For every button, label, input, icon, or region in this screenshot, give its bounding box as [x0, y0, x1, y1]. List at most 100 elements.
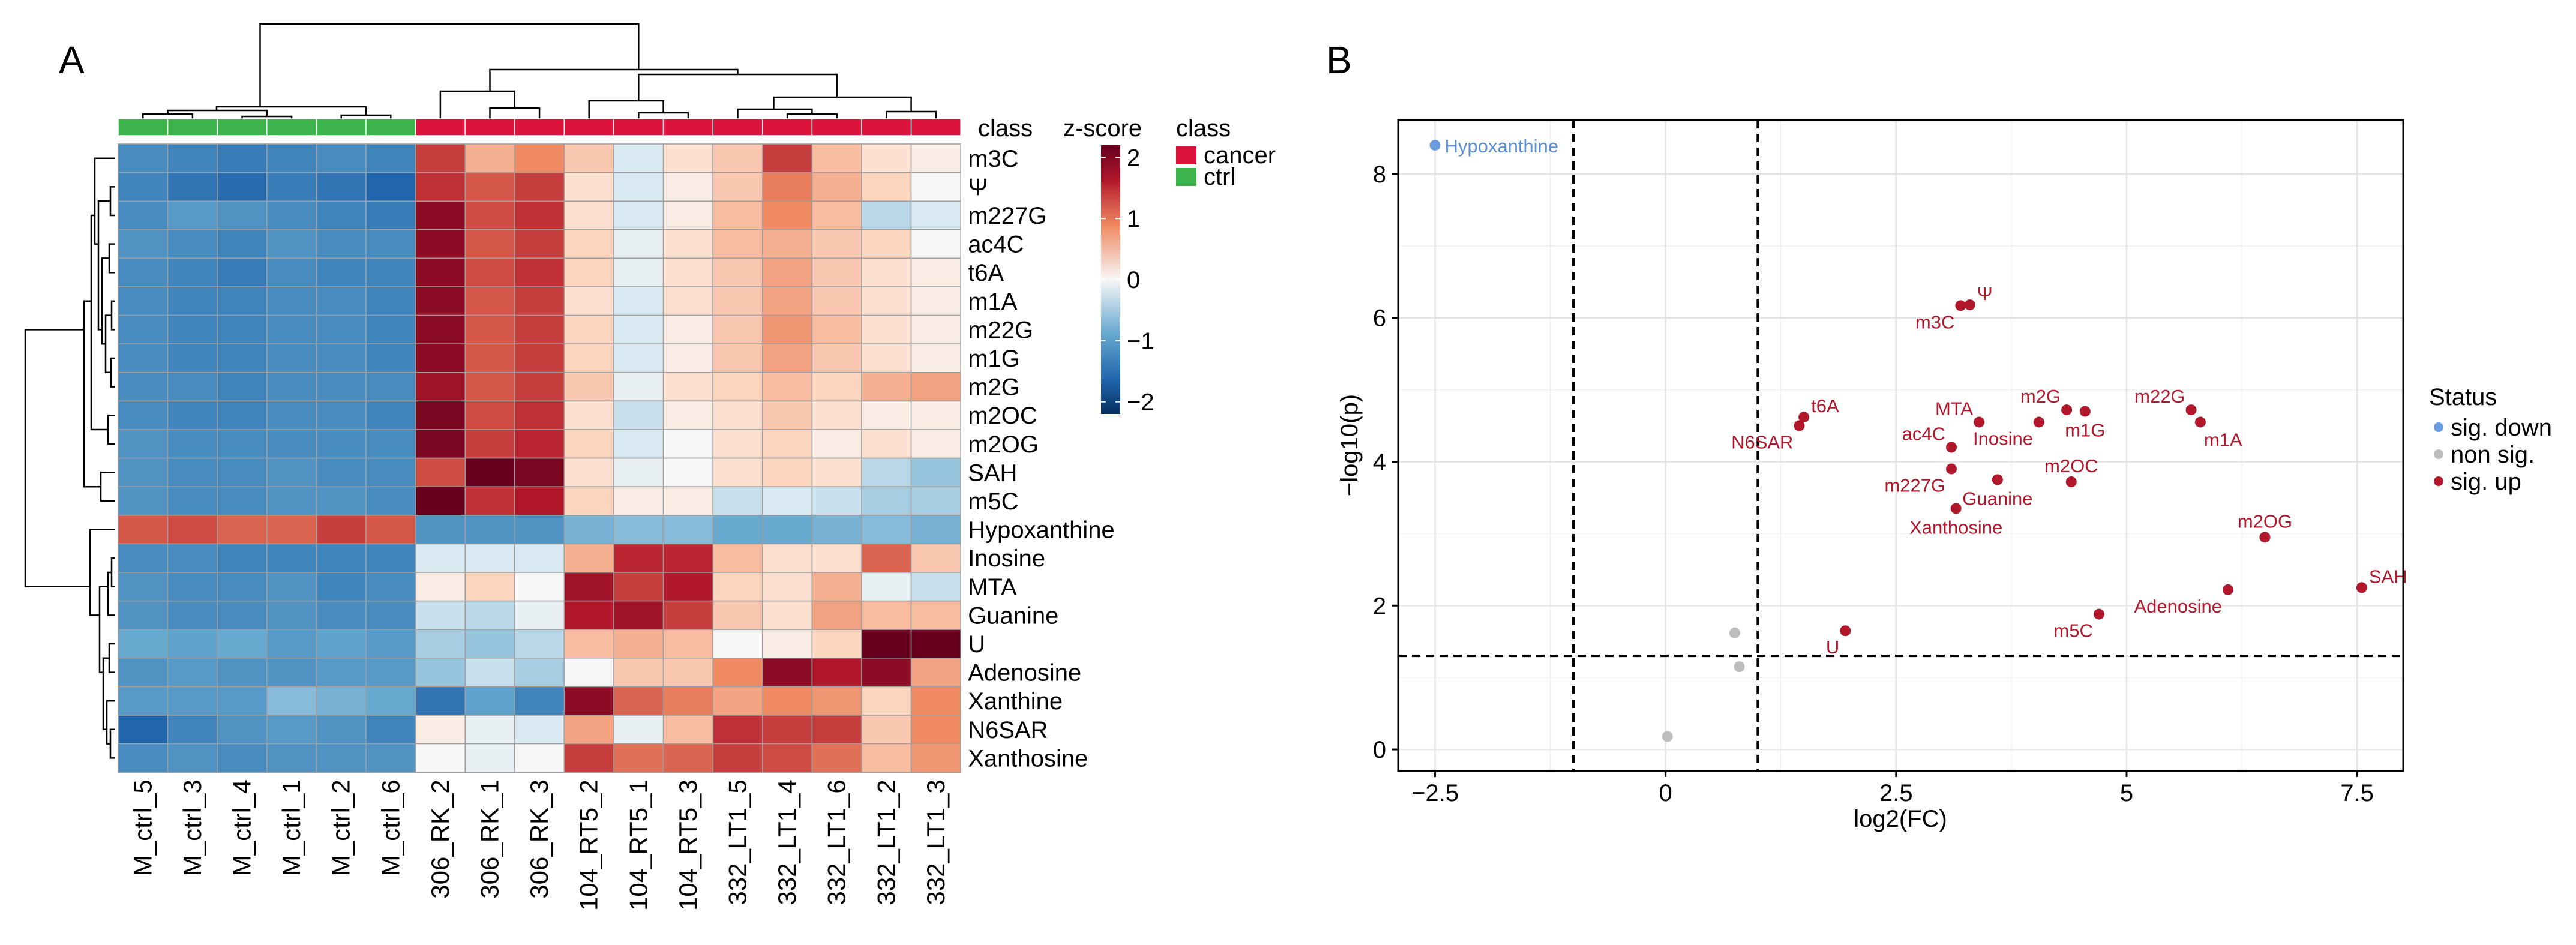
heatmap-cell	[861, 686, 912, 716]
heatmap-cell	[861, 172, 912, 202]
heatmap-cell	[514, 229, 565, 259]
heatmap-cell	[118, 200, 169, 230]
heatmap-cell	[662, 572, 713, 602]
heatmap-cell	[365, 658, 416, 688]
dendrogram-branch	[106, 700, 115, 745]
legend-dot-non-sig	[2434, 449, 2443, 459]
heatmap-cell	[167, 286, 218, 316]
heatmap-cell	[365, 600, 416, 630]
col-label-332-lt1-6: 332_LT1_6	[823, 779, 851, 905]
legend-swatch-cancer	[1176, 146, 1196, 164]
dendrogram-branch	[142, 113, 194, 119]
point-m1a	[2194, 416, 2206, 428]
col-label-m-ctrl-1: M_ctrl_1	[277, 779, 305, 876]
heatmap-cell	[861, 229, 912, 259]
heatmap-cell	[118, 372, 169, 402]
heatmap-cell	[563, 286, 614, 316]
volcano-grid	[1398, 120, 2403, 771]
heatmap-cell	[712, 743, 763, 773]
point-psi	[1964, 299, 1975, 311]
heatmap-cell	[217, 572, 268, 602]
dendrogram-branch	[588, 100, 664, 119]
point-unlabeled	[1729, 627, 1740, 638]
heatmap-cell	[762, 658, 813, 688]
point-n6sar	[1794, 420, 1805, 431]
heatmap-cell	[563, 372, 614, 402]
heatmap-cell	[712, 229, 763, 259]
heatmap-cell	[365, 229, 416, 259]
row-label-guanine: Guanine	[968, 602, 1058, 629]
heatmap-cell	[662, 314, 713, 344]
heatmap-cell	[712, 515, 763, 545]
heatmap-cell	[316, 715, 367, 745]
heatmap-cell	[365, 343, 416, 373]
heatmap-cell	[662, 229, 713, 259]
heatmap-cell	[861, 543, 912, 573]
heatmap-cell	[762, 600, 813, 630]
heatmap-cell	[613, 515, 664, 545]
heatmap-cell	[811, 658, 862, 688]
heatmap-cell	[316, 343, 367, 373]
class-annotation-cell	[118, 118, 169, 136]
heatmap-cell	[563, 343, 614, 373]
point-label-guanine: Guanine	[1962, 488, 2032, 509]
heatmap-cell	[464, 600, 515, 630]
point-m2oc	[2065, 476, 2077, 488]
heatmap-cell	[662, 429, 713, 459]
dendrogram-branch	[489, 68, 739, 91]
col-label-m-ctrl-5: M_ctrl_5	[128, 779, 157, 876]
heatmap-cell	[514, 457, 565, 487]
heatmap-cell	[365, 143, 416, 173]
row-label-sah: SAH	[968, 460, 1017, 486]
heatmap-cell	[167, 543, 218, 573]
heatmap-cell	[118, 172, 169, 202]
colorbar-tick-label: 1	[1127, 206, 1140, 232]
heatmap-cell	[910, 600, 961, 630]
heatmap-cell	[217, 715, 268, 745]
heatmap-cell	[415, 743, 466, 773]
heatmap-cell	[167, 372, 218, 402]
heatmap-cell	[365, 429, 416, 459]
heatmap-cell	[167, 600, 218, 630]
heatmap-cell	[217, 457, 268, 487]
heatmap-cell	[861, 600, 912, 630]
heatmap-cell	[217, 314, 268, 344]
heatmap-cell	[118, 629, 169, 659]
heatmap-cell	[167, 629, 218, 659]
heatmap-cell	[266, 515, 317, 545]
dendrogram-branch	[98, 586, 108, 673]
point-label-m5c: m5C	[2053, 620, 2092, 641]
heatmap-cell	[464, 372, 515, 402]
heatmap-cell	[712, 629, 763, 659]
point-label-u: U	[1826, 637, 1839, 658]
heatmap-cell	[464, 515, 515, 545]
volcano-axes: −2.5 0 2.5 5 7.5 0 2 4 6 8	[1373, 119, 2404, 806]
heatmap-cell	[811, 686, 862, 716]
class-annotation-cell	[910, 118, 961, 136]
col-label-306-rk-1: 306_RK_1	[476, 779, 504, 899]
heatmap-cell	[712, 200, 763, 230]
heatmap-cell	[514, 629, 565, 659]
point-guanine	[1992, 474, 2003, 485]
heatmap-cell	[613, 314, 664, 344]
col-label-306-rk-3: 306_RK_3	[525, 779, 553, 899]
heatmap-cell	[762, 314, 813, 344]
heatmap-cell	[662, 658, 713, 688]
col-label-332-lt1-3: 332_LT1_3	[922, 779, 950, 905]
heatmap-cell	[415, 343, 466, 373]
heatmap-cell	[762, 429, 813, 459]
heatmap-cell	[464, 286, 515, 316]
heatmap-cell	[861, 743, 912, 773]
point-label-m2g: m2G	[2020, 386, 2061, 407]
heatmap-cell	[365, 515, 416, 545]
heatmap-cell	[563, 515, 614, 545]
dendrogram-branch	[102, 657, 109, 731]
heatmap-cell	[662, 515, 713, 545]
heatmap-cell	[910, 515, 961, 545]
heatmap-cell	[118, 486, 169, 516]
class-annotation-cell	[514, 118, 565, 136]
dendrogram-branch	[110, 300, 115, 331]
class-annotation-cell	[563, 118, 614, 136]
heatmap-cell	[861, 715, 912, 745]
heatmap-cell	[167, 743, 218, 773]
